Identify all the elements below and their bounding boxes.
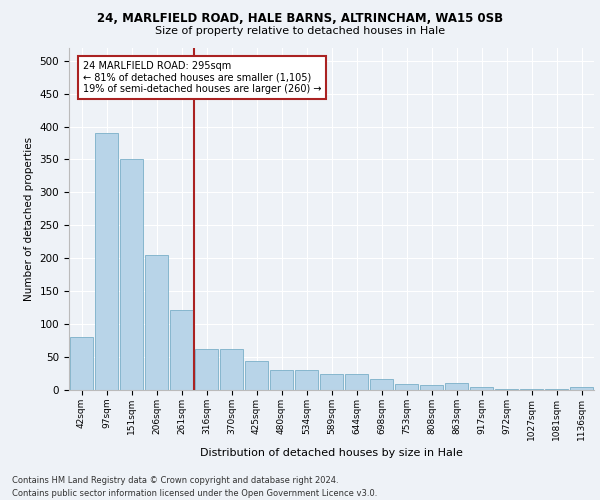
Bar xyxy=(419,386,443,390)
Bar xyxy=(370,380,394,390)
Text: 24, MARLFIELD ROAD, HALE BARNS, ALTRINCHAM, WA15 0SB: 24, MARLFIELD ROAD, HALE BARNS, ALTRINCH… xyxy=(97,12,503,26)
Text: Size of property relative to detached houses in Hale: Size of property relative to detached ho… xyxy=(155,26,445,36)
Bar xyxy=(445,384,469,390)
Bar xyxy=(269,370,293,390)
Bar xyxy=(170,310,193,390)
Text: Contains public sector information licensed under the Open Government Licence v3: Contains public sector information licen… xyxy=(12,489,377,498)
Text: Contains HM Land Registry data © Crown copyright and database right 2024.: Contains HM Land Registry data © Crown c… xyxy=(12,476,338,485)
Bar xyxy=(70,338,94,390)
Bar xyxy=(470,386,493,390)
Bar xyxy=(245,361,268,390)
Bar xyxy=(569,388,593,390)
Bar xyxy=(119,160,143,390)
X-axis label: Distribution of detached houses by size in Hale: Distribution of detached houses by size … xyxy=(200,448,463,458)
Y-axis label: Number of detached properties: Number of detached properties xyxy=(24,136,34,301)
Bar xyxy=(494,388,518,390)
Bar xyxy=(145,255,169,390)
Bar xyxy=(395,384,418,390)
Text: 24 MARLFIELD ROAD: 295sqm
← 81% of detached houses are smaller (1,105)
19% of se: 24 MARLFIELD ROAD: 295sqm ← 81% of detac… xyxy=(83,60,321,94)
Bar xyxy=(95,133,118,390)
Bar xyxy=(320,374,343,390)
Bar xyxy=(295,370,319,390)
Bar xyxy=(194,348,218,390)
Bar xyxy=(520,388,544,390)
Bar xyxy=(220,348,244,390)
Bar xyxy=(344,374,368,390)
